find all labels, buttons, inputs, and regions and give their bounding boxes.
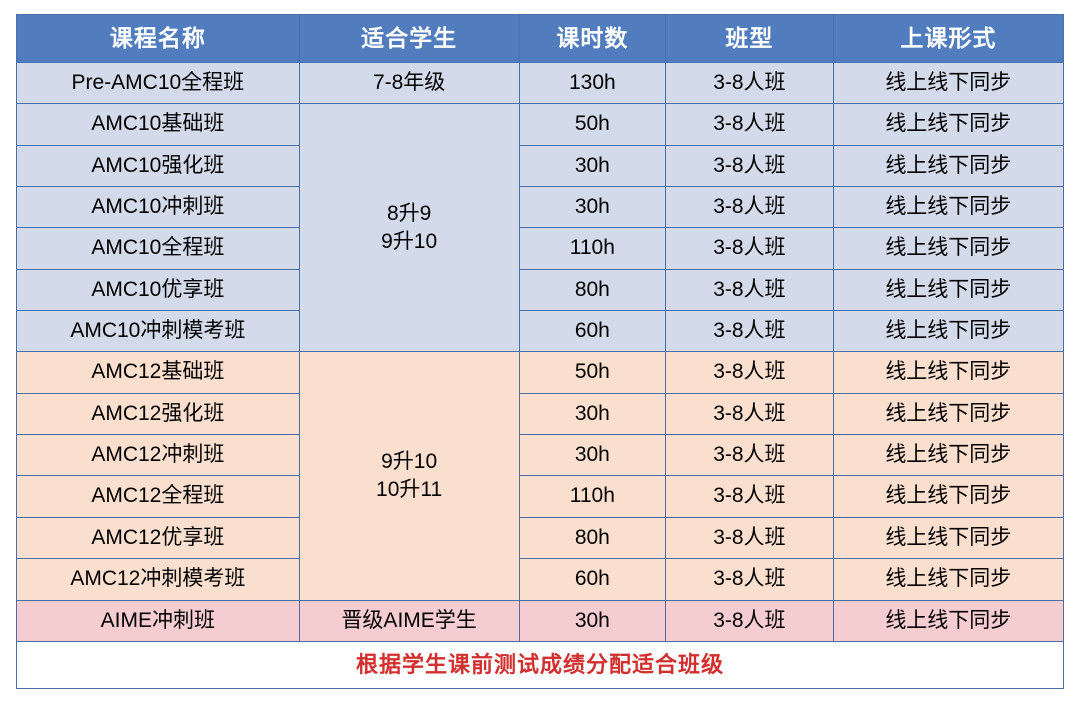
cell-mode: 线上线下同步	[833, 559, 1063, 600]
course-table: 课程名称 适合学生 课时数 班型 上课形式 Pre-AMC10全程班7-8年级1…	[16, 14, 1064, 689]
cell-course-name: AMC10基础班	[17, 104, 300, 145]
cell-mode: 线上线下同步	[833, 145, 1063, 186]
cell-mode: 线上线下同步	[833, 600, 1063, 641]
cell-course-name: AMC10优享班	[17, 269, 300, 310]
cell-course-name: AMC12冲刺模考班	[17, 559, 300, 600]
table-footer-row: 根据学生课前测试成绩分配适合班级	[17, 641, 1064, 688]
table-row: AMC12基础班9升10 10升1150h3-8人班线上线下同步	[17, 352, 1064, 393]
cell-student: 晋级AIME学生	[299, 600, 519, 641]
cell-mode: 线上线下同步	[833, 269, 1063, 310]
table-row: AMC12强化班 30h3-8人班线上线下同步	[17, 393, 1064, 434]
cell-course-name: Pre-AMC10全程班	[17, 63, 300, 104]
table-row: AMC10冲刺班 30h3-8人班线上线下同步	[17, 187, 1064, 228]
cell-student-merged: 8升9 9升10	[299, 104, 519, 352]
cell-class-type: 3-8人班	[666, 476, 834, 517]
col-mode: 上课形式	[833, 15, 1063, 63]
cell-hours: 50h	[519, 104, 666, 145]
cell-hours: 80h	[519, 517, 666, 558]
cell-hours: 50h	[519, 352, 666, 393]
table-row: AMC10强化班 30h3-8人班线上线下同步	[17, 145, 1064, 186]
cell-class-type: 3-8人班	[666, 187, 834, 228]
table-row: AMC10冲刺模考班 60h3-8人班线上线下同步	[17, 311, 1064, 352]
col-hours: 课时数	[519, 15, 666, 63]
cell-student-merged: 9升10 10升11	[299, 352, 519, 600]
cell-class-type: 3-8人班	[666, 600, 834, 641]
table-row: AMC12冲刺班 30h3-8人班线上线下同步	[17, 435, 1064, 476]
cell-course-name: AMC10冲刺模考班	[17, 311, 300, 352]
cell-mode: 线上线下同步	[833, 311, 1063, 352]
col-class-type: 班型	[666, 15, 834, 63]
cell-course-name: AMC12全程班	[17, 476, 300, 517]
cell-hours: 110h	[519, 228, 666, 269]
cell-course-name: AMC12冲刺班	[17, 435, 300, 476]
cell-class-type: 3-8人班	[666, 393, 834, 434]
table-row: AMC10全程班 110h3-8人班线上线下同步	[17, 228, 1064, 269]
cell-mode: 线上线下同步	[833, 393, 1063, 434]
cell-course-name: AMC12基础班	[17, 352, 300, 393]
cell-hours: 60h	[519, 559, 666, 600]
table-row: Pre-AMC10全程班7-8年级130h3-8人班线上线下同步	[17, 63, 1064, 104]
cell-mode: 线上线下同步	[833, 352, 1063, 393]
col-course-name: 课程名称	[17, 15, 300, 63]
cell-class-type: 3-8人班	[666, 145, 834, 186]
table-row: AMC10基础班8升9 9升1050h3-8人班线上线下同步	[17, 104, 1064, 145]
cell-mode: 线上线下同步	[833, 187, 1063, 228]
cell-mode: 线上线下同步	[833, 104, 1063, 145]
table-row: AMC10优享班 80h3-8人班线上线下同步	[17, 269, 1064, 310]
cell-mode: 线上线下同步	[833, 517, 1063, 558]
cell-class-type: 3-8人班	[666, 104, 834, 145]
table-row: AIME冲刺班晋级AIME学生30h3-8人班线上线下同步	[17, 600, 1064, 641]
cell-hours: 30h	[519, 393, 666, 434]
cell-class-type: 3-8人班	[666, 435, 834, 476]
cell-course-name: AMC10强化班	[17, 145, 300, 186]
table-row: AMC12全程班 110h3-8人班线上线下同步	[17, 476, 1064, 517]
cell-mode: 线上线下同步	[833, 63, 1063, 104]
cell-mode: 线上线下同步	[833, 435, 1063, 476]
cell-hours: 80h	[519, 269, 666, 310]
cell-course-name: AMC10全程班	[17, 228, 300, 269]
cell-course-name: AMC12强化班	[17, 393, 300, 434]
cell-class-type: 3-8人班	[666, 269, 834, 310]
cell-hours: 30h	[519, 145, 666, 186]
cell-class-type: 3-8人班	[666, 559, 834, 600]
cell-hours: 30h	[519, 187, 666, 228]
cell-class-type: 3-8人班	[666, 311, 834, 352]
cell-hours: 110h	[519, 476, 666, 517]
cell-class-type: 3-8人班	[666, 63, 834, 104]
cell-student: 7-8年级	[299, 63, 519, 104]
table-row: AMC12优享班 80h3-8人班线上线下同步	[17, 517, 1064, 558]
cell-hours: 30h	[519, 600, 666, 641]
cell-course-name: AIME冲刺班	[17, 600, 300, 641]
cell-hours: 130h	[519, 63, 666, 104]
cell-course-name: AMC10冲刺班	[17, 187, 300, 228]
cell-hours: 30h	[519, 435, 666, 476]
cell-class-type: 3-8人班	[666, 228, 834, 269]
cell-mode: 线上线下同步	[833, 476, 1063, 517]
cell-mode: 线上线下同步	[833, 228, 1063, 269]
footer-note: 根据学生课前测试成绩分配适合班级	[17, 641, 1064, 688]
cell-course-name: AMC12优享班	[17, 517, 300, 558]
col-student: 适合学生	[299, 15, 519, 63]
table-header-row: 课程名称 适合学生 课时数 班型 上课形式	[17, 15, 1064, 63]
cell-class-type: 3-8人班	[666, 352, 834, 393]
table-row: AMC12冲刺模考班 60h3-8人班线上线下同步	[17, 559, 1064, 600]
cell-class-type: 3-8人班	[666, 517, 834, 558]
cell-hours: 60h	[519, 311, 666, 352]
